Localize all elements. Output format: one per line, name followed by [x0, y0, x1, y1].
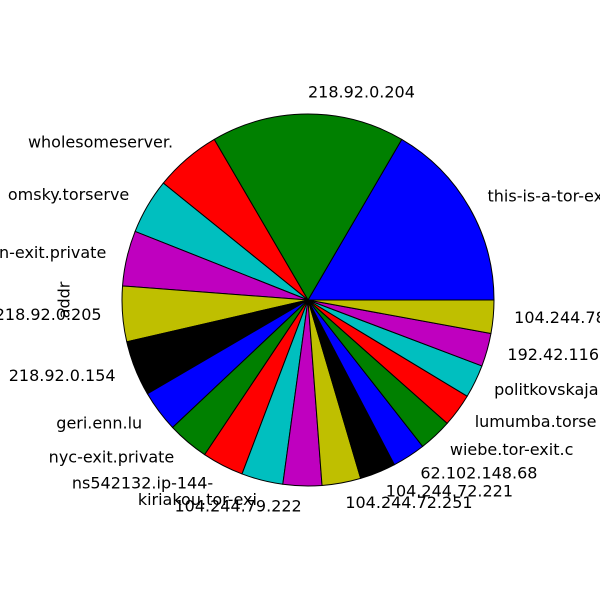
pie-label-lumumba-torse: lumumba.torse: [475, 412, 597, 431]
y-axis-label: addr: [55, 281, 74, 318]
pie-slice-this-is-a-tor-ex: [307, 138, 495, 301]
pie-label-104-244-72-221: 104.244.72.221: [386, 481, 513, 500]
pie-label-geri-enn-lu: geri.enn.lu: [56, 413, 142, 432]
pie-label-192-42-116: 192.42.116: [507, 345, 599, 364]
pie-label-omsky-torserve: omsky.torserve: [8, 185, 129, 204]
pie-slices: [121, 113, 495, 487]
pie-slice-104-244-78: [307, 299, 495, 335]
pie-label-218-92-0-154: 218.92.0.154: [9, 366, 116, 385]
pie-label-104-244-78: 104.244.78: [514, 308, 600, 327]
pie-label-politkovskaja: politkovskaja: [494, 380, 598, 399]
pie-slice-218-92-0-204: [213, 113, 403, 301]
pie-label-wholesomeserver: wholesomeserver.: [28, 133, 173, 152]
pie-label-this-is-a-tor-ex: this-is-a-tor-ex: [488, 186, 600, 205]
pie-label-62-102-148-68: 62.102.148.68: [420, 463, 537, 482]
pie-label-104-244-72-251: 104.244.72.251: [345, 493, 472, 512]
pie-label-218-92-0-205: 218.92.0.205: [0, 305, 102, 324]
pie-label-n-exit-private: n-exit.private: [0, 243, 106, 262]
pie-label-kiriakou-tor-exi: kiriakou.tor-exi: [138, 490, 257, 509]
pie-label-218-92-0-204: 218.92.0.204: [308, 83, 415, 102]
pie-label-nyc-exit-private: nyc-exit.private: [49, 448, 175, 467]
pie-label-wiebe-tor-exit-c: wiebe.tor-exit.c: [450, 440, 573, 459]
pie-label-ns542132-ip-144: ns542132.ip-144-: [72, 474, 213, 493]
pie-label-104-244-79-222: 104.244.79.222: [175, 496, 302, 515]
pie-labels: this-is-a-tor-ex 218.92.0.204 wholesomeser…: [0, 83, 600, 516]
